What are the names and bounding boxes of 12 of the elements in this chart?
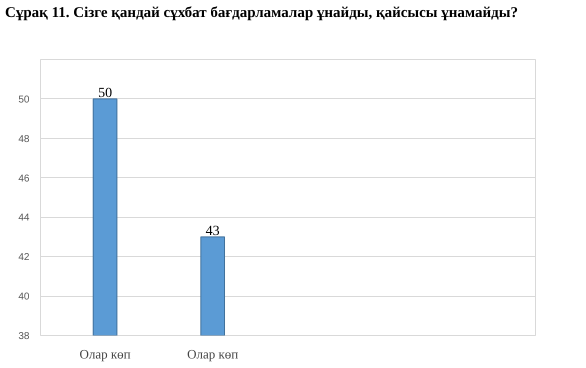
y-tick-label: 50 [18,94,30,106]
x-tick-label: Олар көп [79,346,131,362]
y-tick-label: 44 [18,212,30,224]
data-label: 43 [206,224,220,239]
y-tick-label: 40 [18,292,30,303]
x-tick-label: Олар көп [187,346,238,362]
data-label: 50 [98,86,112,101]
chart-title: Сұрақ 11. Сізге қандай сұхбат бағдарламалар ұнайды, қайсысы ұнамайды? [5,5,518,22]
y-tick-label: 42 [18,252,30,264]
y-tick-label: 48 [18,134,30,145]
y-tick-label: 46 [18,173,30,184]
y-tick-label: 38 [18,331,30,342]
